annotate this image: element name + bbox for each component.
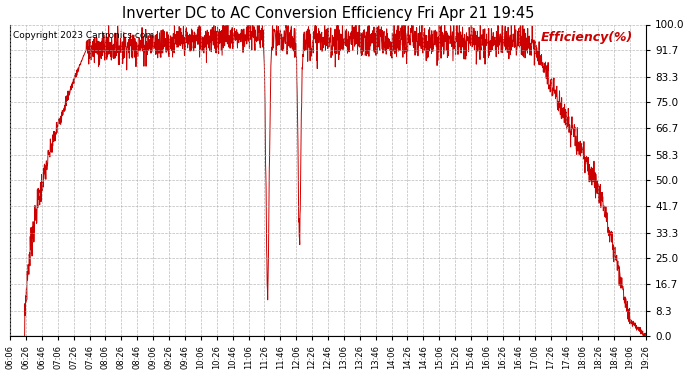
Title: Inverter DC to AC Conversion Efficiency Fri Apr 21 19:45: Inverter DC to AC Conversion Efficiency … — [122, 6, 534, 21]
Text: Copyright 2023 Cartronics.com: Copyright 2023 Cartronics.com — [13, 31, 155, 40]
Text: Efficiency(%): Efficiency(%) — [541, 31, 633, 44]
